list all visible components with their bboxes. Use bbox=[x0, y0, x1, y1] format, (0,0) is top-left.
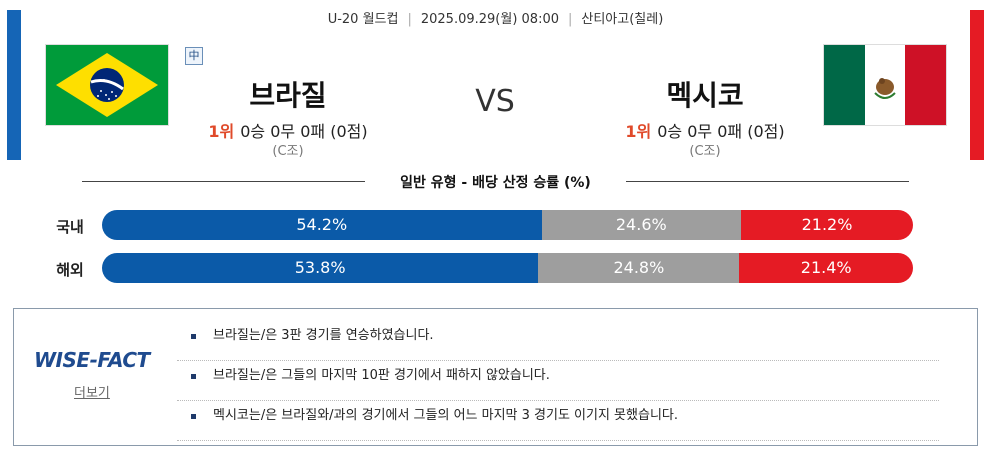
away-accent-bar bbox=[970, 10, 984, 160]
overseas-odds-label: 해외 bbox=[56, 261, 84, 279]
home-win-segment: 53.8% bbox=[102, 253, 539, 283]
more-link[interactable]: 더보기 bbox=[74, 386, 110, 401]
vs-label: VS bbox=[475, 84, 515, 119]
match-datetime: 2025.09.29(월) 08:00 bbox=[420, 12, 559, 27]
match-venue: 산티아고(칠레) bbox=[581, 12, 664, 27]
overseas-odds-bar: 53.8% 24.8% 21.4% bbox=[102, 253, 913, 283]
home-record: 1위 0승 0무 0패 (0점) bbox=[188, 118, 388, 142]
domestic-odds-bar: 54.2% 24.6% 21.2% bbox=[102, 210, 913, 240]
home-accent-bar bbox=[7, 10, 21, 160]
brazil-flag-icon bbox=[45, 44, 169, 126]
home-team-name[interactable]: 브라질 bbox=[249, 79, 327, 112]
chinese-badge[interactable]: 中 bbox=[185, 47, 203, 65]
odds-section-title: 일반 유형 - 배당 산정 승률 (%) bbox=[400, 175, 591, 191]
fact-item: 브라질는/은 그들의 마지막 10판 경기에서 패하지 않았습니다. bbox=[177, 361, 939, 401]
section-divider-right bbox=[626, 181, 909, 182]
home-rank: 1위 bbox=[208, 122, 235, 141]
away-record-text: 0승 0무 0패 (0점) bbox=[657, 122, 785, 141]
match-info: U-20 월드컵 | 2025.09.29(월) 08:00 | 산티아고(칠레) bbox=[327, 12, 664, 27]
domestic-odds-label: 국내 bbox=[56, 218, 84, 236]
away-win-segment: 21.2% bbox=[741, 210, 913, 240]
away-win-segment: 21.4% bbox=[739, 253, 913, 283]
wisefact-panel: WISE-FACT 더보기 브라질는/은 3판 경기를 연승하였습니다. 브라질… bbox=[13, 308, 978, 446]
draw-segment: 24.8% bbox=[538, 253, 740, 283]
away-team-name[interactable]: 멕시코 bbox=[666, 79, 744, 112]
section-divider-left bbox=[82, 181, 365, 182]
away-group: (C조) bbox=[689, 144, 721, 159]
fact-item: 멕시코는/은 브라질와/과의 경기에서 그들의 어느 마지막 3 경기도 이기지… bbox=[177, 401, 939, 441]
draw-segment: 24.6% bbox=[541, 210, 742, 240]
away-record: 1위 0승 0무 0패 (0점) bbox=[605, 118, 805, 142]
competition-label: U-20 월드컵 bbox=[327, 12, 399, 27]
home-win-segment: 54.2% bbox=[102, 210, 542, 240]
wisefact-logo: WISE-FACT bbox=[34, 348, 150, 372]
fact-list: 브라질는/은 3판 경기를 연승하였습니다. 브라질는/은 그들의 마지막 10… bbox=[177, 321, 939, 441]
fact-item: 브라질는/은 3판 경기를 연승하였습니다. bbox=[177, 321, 939, 361]
home-record-text: 0승 0무 0패 (0점) bbox=[240, 122, 368, 141]
away-rank: 1위 bbox=[625, 122, 652, 141]
mexico-flag-icon bbox=[823, 44, 947, 126]
home-group: (C조) bbox=[272, 144, 304, 159]
